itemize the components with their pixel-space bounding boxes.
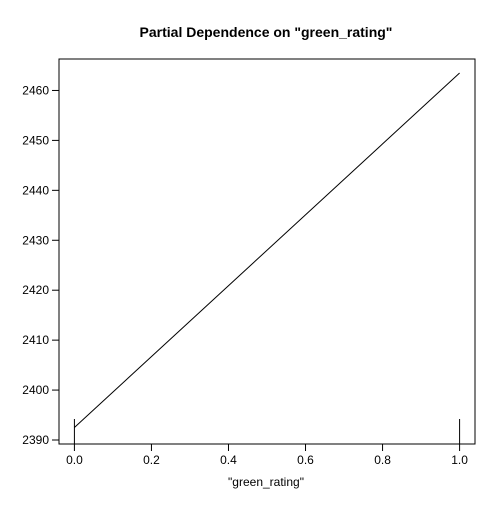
y-tick-label: 2450 [22,133,49,147]
y-tick-label: 2460 [22,83,49,97]
partial-dependence-line [74,72,460,428]
rug-marks [73,419,461,444]
y-tick-label: 2440 [22,183,49,197]
x-tick-label: 0.6 [297,453,314,467]
x-tick-label: 0.8 [374,453,391,467]
y-tick-label: 2400 [22,383,49,397]
y-tick-label: 2420 [22,283,49,297]
y-tick-label: 2390 [22,433,49,447]
y-axis: 2390 2400 2410 2420 2430 2440 2450 2460 [22,83,60,447]
x-tick-label: 1.0 [451,453,468,467]
x-axis-title: "green_rating" [228,475,304,489]
y-tick-label: 2410 [22,333,49,347]
y-tick-label: 2430 [22,233,49,247]
x-tick-label: 0.4 [220,453,237,467]
x-tick-label: 0.0 [66,453,83,467]
chart-title: Partial Dependence on "green_rating" [140,24,393,40]
x-tick-label: 0.2 [143,453,160,467]
x-axis: 0.0 0.2 0.4 0.6 0.8 1.0 [66,443,468,467]
